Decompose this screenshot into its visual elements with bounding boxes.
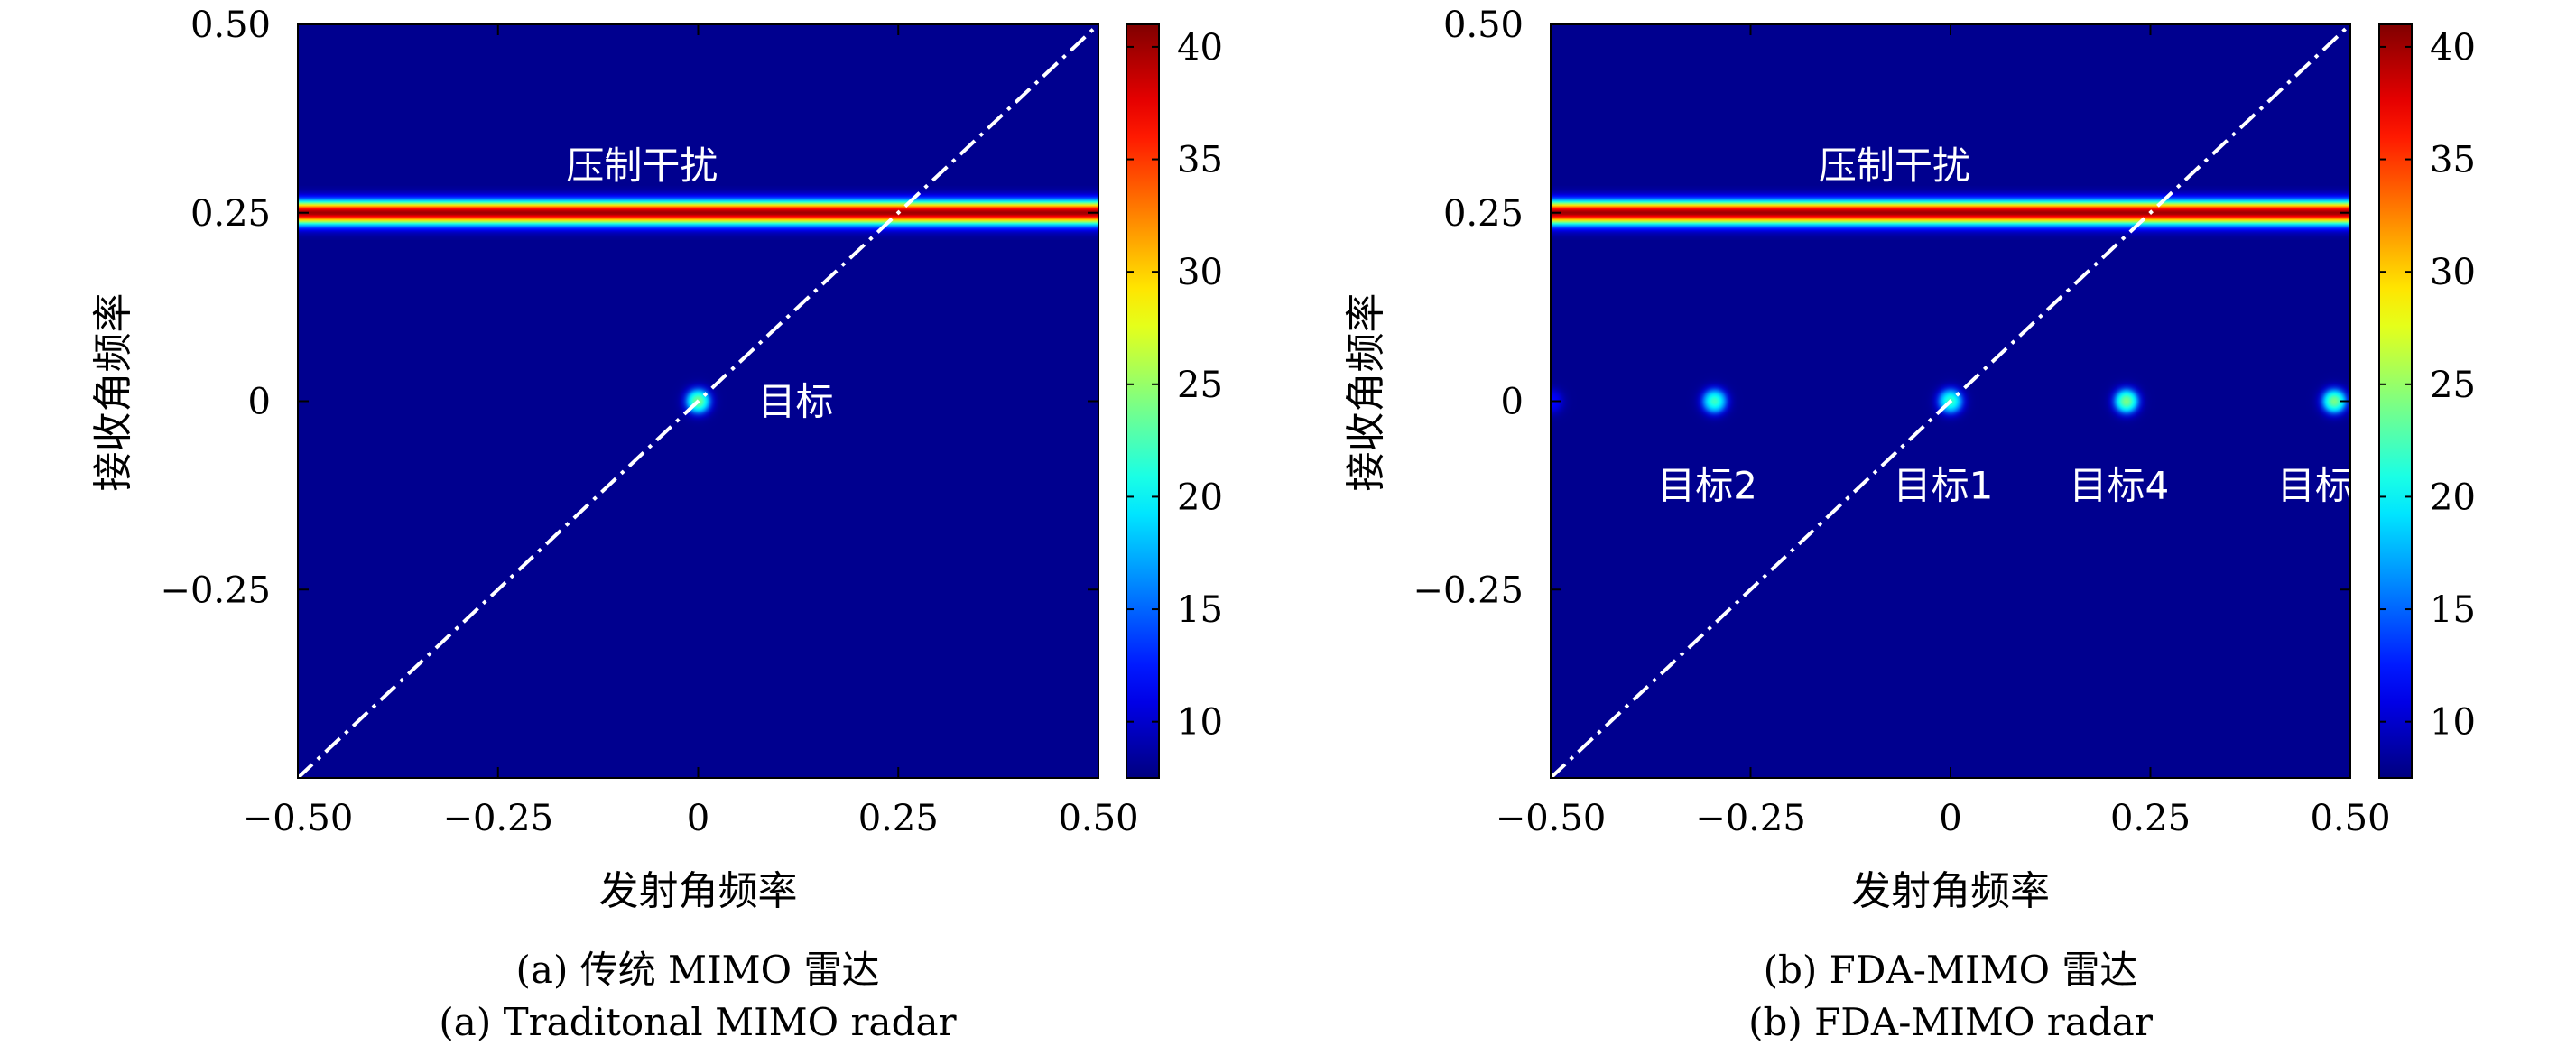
y-tick-label: −0.25 [160,569,271,611]
y-axis-title: 接收角频率 [1343,293,1389,492]
target-label: 目标1 [1894,464,1994,508]
colorbar-tick-label: 25 [1177,365,1223,406]
colorbar-tick-label: 40 [2430,27,2476,69]
target-label: 目标4 [2070,464,2170,508]
x-tick-label: 0.50 [2310,798,2390,839]
x-tick-label: 0.25 [858,798,939,839]
colorbar [2378,23,2413,779]
x-tick-label: 0.50 [1058,798,1138,839]
y-tick-label: −0.25 [1413,569,1524,611]
colorbar [1126,23,1160,779]
x-tick-label: −0.50 [1496,798,1607,839]
colorbar-tick-label: 30 [2430,252,2476,293]
x-axis-title: 发射角频率 [1851,868,2050,914]
y-tick-label: 0 [248,382,271,423]
colorbar-tick-label: 20 [2430,477,2476,518]
target-peak [2095,370,2157,432]
colorbar-tick-label: 10 [1177,702,1223,744]
caption-chinese: (b) FDA-MIMO 雷达 [1764,948,2138,992]
x-tick-label: −0.25 [1695,798,1806,839]
x-tick-label: 0 [1939,798,1961,839]
diagonal-line [1551,24,2350,778]
colorbar-tick-label: 15 [1177,589,1223,631]
colorbar-tick-label: 35 [1177,140,1223,181]
colorbar-tick-label: 10 [2430,702,2476,744]
x-tick-label: −0.50 [243,798,354,839]
colorbar-tick-label: 40 [1177,27,1223,69]
jamming-label: 压制干扰 [566,143,718,188]
target-label: 目标 [758,380,834,424]
target-label: 目标3 [2277,464,2377,508]
jamming-label: 压制干扰 [1819,143,1970,188]
colorbar-tick-label: 15 [2430,589,2476,631]
diagonal-line [298,24,1098,778]
colorbar-tick-label: 35 [2430,140,2476,181]
colorbar-tick-label: 30 [1177,252,1223,293]
y-tick-label: 0 [1501,382,1524,423]
y-tick-label: 0.25 [1443,193,1524,235]
target-peak [1683,370,1746,432]
target-label: 目标2 [1657,464,1757,508]
x-tick-label: −0.25 [442,798,553,839]
x-axis-title: 发射角频率 [599,868,798,914]
target-peak [1551,370,1581,432]
colorbar-tick-label: 20 [1177,477,1223,518]
jamming-band [298,185,1098,240]
caption-english: (a) Traditonal MIMO radar [439,1000,957,1044]
x-tick-label: 0.25 [2110,798,2191,839]
target-peak [2303,370,2350,432]
y-axis-title: 接收角频率 [90,293,136,492]
colorbar-tick-label: 25 [2430,365,2476,406]
caption-english: (b) FDA-MIMO radar [1748,1000,2154,1044]
x-tick-label: 0 [687,798,709,839]
jamming-band [1551,185,2350,240]
caption-chinese: (a) 传统 MIMO 雷达 [516,948,880,992]
y-tick-label: 0.50 [1443,5,1524,46]
y-tick-label: 0.25 [190,193,271,235]
y-tick-label: 0.50 [190,5,271,46]
